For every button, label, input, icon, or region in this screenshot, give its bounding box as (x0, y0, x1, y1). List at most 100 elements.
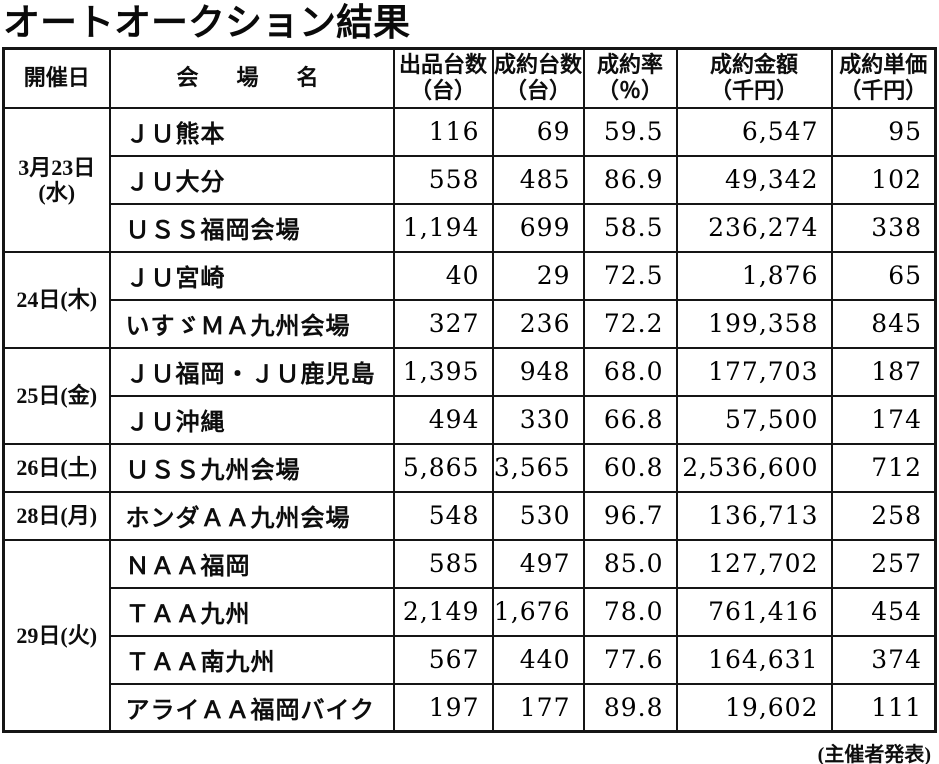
venue-cell: ＴＡＡ九州 (108, 586, 395, 637)
date-line1: 28日(月) (16, 503, 98, 528)
table-row: ＪＵ沖縄 494 330 66.8 57,500 174 (4, 394, 937, 445)
col-header-listed-unit: （台） (409, 78, 476, 104)
header-row: 開催日 会 場 名 出品台数 （台） 成約台数 （台） 成約率 （％） 成約金額… (2, 47, 937, 109)
rate-cell: 59.5 (582, 106, 678, 157)
table-row: ＪＵ大分 558 485 86.9 49,342 102 (4, 154, 937, 205)
table-row: いすゞＭＡ九州会場 327 236 72.2 199,358 845 (4, 298, 937, 349)
table-row: ＵＳＳ福岡会場 1,194 699 58.5 236,274 338 (4, 202, 937, 253)
col-header-unitprice-line1: 成約単価 (839, 52, 928, 78)
amount-cell: 2,536,600 (675, 442, 833, 493)
venue-cell: アライＡＡ福岡バイク (108, 682, 395, 733)
col-header-rate-unit: （％） (596, 78, 663, 104)
unit-cell: 111 (830, 682, 937, 733)
listed-cell: 40 (392, 250, 494, 301)
listed-cell: 116 (392, 106, 494, 157)
venue-cell: いすゞＭＡ九州会場 (108, 298, 395, 349)
amount-cell: 1,876 (675, 250, 833, 301)
sold-cell: 440 (491, 634, 585, 685)
date-line1: 24日(木) (16, 287, 98, 312)
venue-cell: ＪＵ福岡・ＪＵ鹿児島 (108, 346, 395, 397)
rate-cell: 68.0 (582, 346, 678, 397)
sold-cell: 3,565 (491, 442, 585, 493)
listed-cell: 548 (392, 490, 494, 541)
rate-cell: 72.2 (582, 298, 678, 349)
venue-cell: ＮＡＡ福岡 (108, 538, 395, 589)
date-line1: 29日(火) (16, 622, 98, 648)
date-cell: 25日(金) (2, 346, 111, 445)
auction-results-table: 開催日 会 場 名 出品台数 （台） 成約台数 （台） 成約率 （％） 成約金額… (2, 47, 937, 733)
col-header-amount-unit: （千円） (709, 78, 798, 104)
col-header-amount: 成約金額 （千円） (675, 47, 833, 109)
sold-cell: 1,676 (491, 586, 585, 637)
col-header-date: 開催日 (2, 47, 111, 109)
unit-cell: 65 (830, 250, 937, 301)
rate-cell: 77.6 (582, 634, 678, 685)
rate-cell: 89.8 (582, 682, 678, 733)
amount-cell: 761,416 (675, 586, 833, 637)
amount-cell: 199,358 (675, 298, 833, 349)
amount-cell: 49,342 (675, 154, 833, 205)
rate-cell: 78.0 (582, 586, 678, 637)
venue-cell: ＪＵ大分 (108, 154, 395, 205)
rate-cell: 60.8 (582, 442, 678, 493)
col-header-sold: 成約台数 （台） (491, 47, 585, 109)
rate-cell: 58.5 (582, 202, 678, 253)
amount-cell: 236,274 (675, 202, 833, 253)
amount-cell: 127,702 (675, 538, 833, 589)
unit-cell: 102 (830, 154, 937, 205)
col-header-sold-line1: 成約台数 (493, 52, 582, 78)
listed-cell: 5,865 (392, 442, 494, 493)
rate-cell: 85.0 (582, 538, 678, 589)
table-row: アライＡＡ福岡バイク 197 177 89.8 19,602 111 (4, 682, 937, 733)
rate-cell: 66.8 (582, 394, 678, 445)
unit-cell: 187 (830, 346, 937, 397)
date-line1: 3月23日 (18, 154, 96, 180)
listed-cell: 2,149 (392, 586, 494, 637)
sold-cell: 69 (491, 106, 585, 157)
table-row: 29日(火) ＮＡＡ福岡 585 497 85.0 127,702 257 (2, 538, 937, 733)
amount-cell: 6,547 (675, 106, 833, 157)
date-cell: 29日(火) (2, 538, 111, 733)
sold-cell: 497 (491, 538, 585, 589)
col-header-sold-unit: （台） (504, 78, 571, 104)
listed-cell: 567 (392, 634, 494, 685)
date-cell: 28日(月) (2, 490, 111, 541)
sold-cell: 699 (491, 202, 585, 253)
table-row: ＴＡＡ南九州 567 440 77.6 164,631 374 (4, 634, 937, 685)
venue-cell: ＵＳＳ九州会場 (108, 442, 395, 493)
table-row: 24日(木) ＪＵ宮崎 40 29 72.5 1,876 65 (2, 250, 937, 349)
rate-cell: 96.7 (582, 490, 678, 541)
amount-cell: 136,713 (675, 490, 833, 541)
source-note: (主催者発表) (817, 744, 931, 764)
col-header-listed-line1: 出品台数 (398, 52, 487, 78)
amount-cell: 57,500 (675, 394, 833, 445)
sold-cell: 530 (491, 490, 585, 541)
listed-cell: 327 (392, 298, 494, 349)
venue-cell: ＪＵ沖縄 (108, 394, 395, 445)
table-row: ＴＡＡ九州 2,149 1,676 78.0 761,416 454 (4, 586, 937, 637)
col-header-rate-line1: 成約率 (596, 52, 663, 78)
listed-cell: 1,395 (392, 346, 494, 397)
amount-cell: 19,602 (675, 682, 833, 733)
rate-cell: 72.5 (582, 250, 678, 301)
unit-cell: 95 (830, 106, 937, 157)
venue-cell: ＵＳＳ福岡会場 (108, 202, 395, 253)
listed-cell: 585 (392, 538, 494, 589)
listed-cell: 1,194 (392, 202, 494, 253)
date-cell: 24日(木) (2, 250, 111, 349)
col-header-unitprice: 成約単価 （千円） (830, 47, 937, 109)
venue-cell: ＪＵ宮崎 (108, 250, 395, 301)
unit-cell: 374 (830, 634, 937, 685)
unit-cell: 338 (830, 202, 937, 253)
sold-cell: 236 (491, 298, 585, 349)
listed-cell: 197 (392, 682, 494, 733)
col-header-rate: 成約率 （％） (582, 47, 678, 109)
col-header-listed: 出品台数 （台） (392, 47, 494, 109)
sold-cell: 29 (491, 250, 585, 301)
table-row: 28日(月) ホンダＡＡ九州会場 548 530 96.7 136,713 25… (2, 490, 937, 541)
amount-cell: 177,703 (675, 346, 833, 397)
sold-cell: 330 (491, 394, 585, 445)
table-row: 25日(金) ＪＵ福岡・ＪＵ鹿児島 1,395 948 68.0 177,703… (2, 346, 937, 445)
table-row: 3月23日 (水) ＪＵ熊本 116 69 59.5 6,547 95 (2, 106, 937, 253)
